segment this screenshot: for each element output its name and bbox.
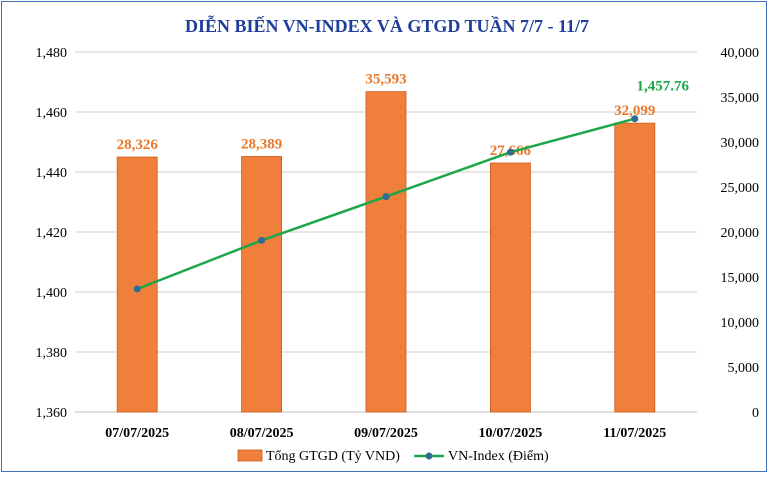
left-tick-label: 1,400: [36, 286, 68, 301]
right-tick-label: 0: [752, 406, 759, 421]
category-label: 07/07/2025: [105, 426, 169, 441]
right-tick-label: 20,000: [721, 226, 760, 241]
bar: [489, 162, 531, 413]
bar: [365, 91, 407, 413]
left-tick-label: 1,480: [36, 46, 68, 61]
line-value-label: 1,457.76: [637, 79, 690, 95]
bar: [241, 156, 283, 413]
legend-bar-swatch: [237, 449, 263, 462]
category-label: 09/07/2025: [354, 426, 418, 441]
left-tick-label: 1,420: [36, 226, 68, 241]
category-labels: 07/07/2025 08/07/2025 09/07/2025 10/07/2025…: [105, 426, 666, 441]
bar-value-label: 28,326: [117, 137, 159, 153]
bar-value-label: 28,389: [241, 136, 282, 152]
bar: [614, 122, 656, 413]
right-tick-label: 30,000: [721, 136, 760, 151]
legend-bar-label: Tổng GTGD (Tỷ VND): [266, 449, 400, 464]
right-tick-label: 5,000: [728, 361, 760, 376]
right-axis-ticks: 0 5,000 10,000 15,000 20,000 25,000 30,000 35,0…: [721, 46, 760, 421]
bar-value-label: 32,099: [614, 103, 655, 119]
left-axis-ticks: 1,360 1,380 1,400 1,420 1,440 1,460 1,480: [36, 46, 68, 421]
right-tick-label: 15,000: [721, 271, 760, 286]
line-point: [258, 236, 266, 244]
right-tick-label: 25,000: [721, 181, 760, 196]
chart-title: DIỄN BIẾN VN-INDEX VÀ GTGD TUẦN 7/7 - 11…: [185, 15, 589, 36]
legend-line-label: VN-Index (Điểm): [448, 449, 549, 464]
left-tick-label: 1,360: [36, 406, 68, 421]
bar-series: [116, 91, 656, 413]
left-tick-label: 1,380: [36, 346, 68, 361]
bar-value-label: 35,593: [365, 72, 406, 88]
right-tick-label: 10,000: [721, 316, 760, 331]
line-point: [133, 285, 141, 293]
category-label: 11/07/2025: [603, 426, 666, 441]
line-point: [631, 115, 639, 123]
right-tick-label: 40,000: [721, 46, 760, 61]
left-tick-label: 1,460: [36, 106, 68, 121]
category-label: 10/07/2025: [479, 426, 543, 441]
legend-line-marker: [425, 452, 433, 460]
line-series: 1,457.76: [133, 79, 690, 293]
legend: Tổng GTGD (Tỷ VND) VN-Index (Điểm): [237, 449, 549, 464]
category-label: 08/07/2025: [230, 426, 294, 441]
right-tick-label: 35,000: [721, 91, 760, 106]
left-tick-label: 1,440: [36, 166, 68, 181]
line-point: [506, 148, 514, 156]
line-point: [382, 193, 390, 201]
